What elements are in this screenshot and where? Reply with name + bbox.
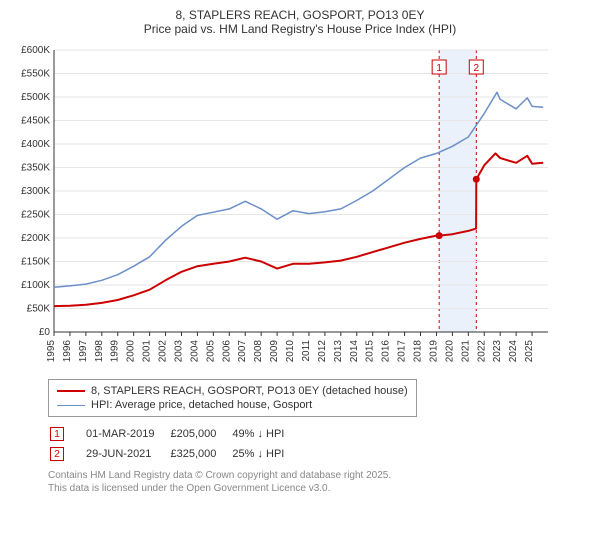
title-subtitle: Price paid vs. HM Land Registry's House … — [8, 22, 592, 36]
svg-text:2024: 2024 — [508, 340, 519, 363]
svg-text:£350K: £350K — [21, 163, 50, 174]
svg-text:1999: 1999 — [110, 340, 121, 363]
svg-text:2005: 2005 — [205, 340, 216, 363]
svg-text:2004: 2004 — [189, 340, 200, 363]
svg-text:1: 1 — [436, 63, 442, 74]
svg-text:2022: 2022 — [476, 340, 487, 363]
txn-date: 01-MAR-2019 — [86, 425, 168, 443]
svg-text:2016: 2016 — [381, 340, 392, 363]
legend-label: 8, STAPLERS REACH, GOSPORT, PO13 0EY (de… — [91, 385, 408, 397]
svg-text:2003: 2003 — [173, 340, 184, 363]
title-address: 8, STAPLERS REACH, GOSPORT, PO13 0EY — [8, 8, 592, 22]
svg-text:1996: 1996 — [62, 340, 73, 363]
svg-text:£150K: £150K — [21, 257, 50, 268]
svg-text:2015: 2015 — [365, 340, 376, 363]
marker-badge: 1 — [50, 427, 64, 441]
svg-text:£50K: £50K — [27, 304, 51, 315]
svg-text:2012: 2012 — [317, 340, 328, 363]
svg-text:2000: 2000 — [126, 340, 137, 363]
svg-text:£400K: £400K — [21, 139, 50, 150]
txn-price: £205,000 — [170, 425, 230, 443]
txn-price: £325,000 — [170, 445, 230, 463]
svg-text:2009: 2009 — [269, 340, 280, 363]
svg-text:2020: 2020 — [444, 340, 455, 363]
svg-text:£500K: £500K — [21, 92, 50, 103]
svg-text:£600K: £600K — [21, 45, 50, 56]
legend-label: HPI: Average price, detached house, Gosp… — [91, 399, 312, 411]
svg-text:£550K: £550K — [21, 69, 50, 80]
svg-text:2002: 2002 — [158, 340, 169, 363]
line-chart: £0 £50K £100K £150K £200K £250K £300K £350K £400… — [8, 42, 556, 372]
table-row: 2 29-JUN-2021 £325,000 25% ↓ HPI — [50, 445, 298, 463]
svg-text:£0: £0 — [39, 327, 51, 338]
chart-title: 8, STAPLERS REACH, GOSPORT, PO13 0EY Pri… — [8, 8, 592, 36]
svg-text:2023: 2023 — [492, 340, 503, 363]
txn-delta: 25% ↓ HPI — [232, 445, 298, 463]
svg-text:£100K: £100K — [21, 280, 50, 291]
svg-text:2017: 2017 — [397, 340, 408, 363]
svg-text:2006: 2006 — [221, 340, 232, 363]
svg-text:2013: 2013 — [333, 340, 344, 363]
svg-text:£250K: £250K — [21, 210, 50, 221]
marker-badge: 2 — [50, 447, 64, 461]
svg-text:2001: 2001 — [142, 340, 153, 363]
chart-area: £0 £50K £100K £150K £200K £250K £300K £350K £400… — [8, 42, 592, 375]
svg-text:2021: 2021 — [460, 340, 471, 363]
legend: 8, STAPLERS REACH, GOSPORT, PO13 0EY (de… — [48, 379, 417, 417]
svg-text:2025: 2025 — [524, 340, 535, 363]
svg-text:2019: 2019 — [428, 340, 439, 363]
svg-text:2011: 2011 — [301, 340, 312, 362]
legend-swatch — [57, 405, 85, 406]
svg-text:1995: 1995 — [46, 340, 57, 363]
svg-text:2: 2 — [474, 63, 480, 74]
svg-text:2018: 2018 — [413, 340, 424, 363]
txn-delta: 49% ↓ HPI — [232, 425, 298, 443]
table-row: 1 01-MAR-2019 £205,000 49% ↓ HPI — [50, 425, 298, 443]
legend-swatch — [57, 390, 85, 392]
transactions-table: 1 01-MAR-2019 £205,000 49% ↓ HPI 2 29-JU… — [48, 423, 300, 465]
legend-item: HPI: Average price, detached house, Gosp… — [57, 398, 408, 412]
svg-text:£450K: £450K — [21, 116, 50, 127]
svg-text:2014: 2014 — [349, 340, 360, 363]
copyright-note: Contains HM Land Registry data © Crown c… — [48, 469, 592, 495]
svg-text:2007: 2007 — [237, 340, 248, 363]
svg-text:£300K: £300K — [21, 186, 50, 197]
svg-text:£200K: £200K — [21, 233, 50, 244]
svg-text:1998: 1998 — [94, 340, 105, 363]
svg-text:2008: 2008 — [253, 340, 264, 363]
svg-text:1997: 1997 — [78, 340, 89, 363]
txn-date: 29-JUN-2021 — [86, 445, 168, 463]
svg-text:2010: 2010 — [285, 340, 296, 363]
legend-item: 8, STAPLERS REACH, GOSPORT, PO13 0EY (de… — [57, 384, 408, 398]
